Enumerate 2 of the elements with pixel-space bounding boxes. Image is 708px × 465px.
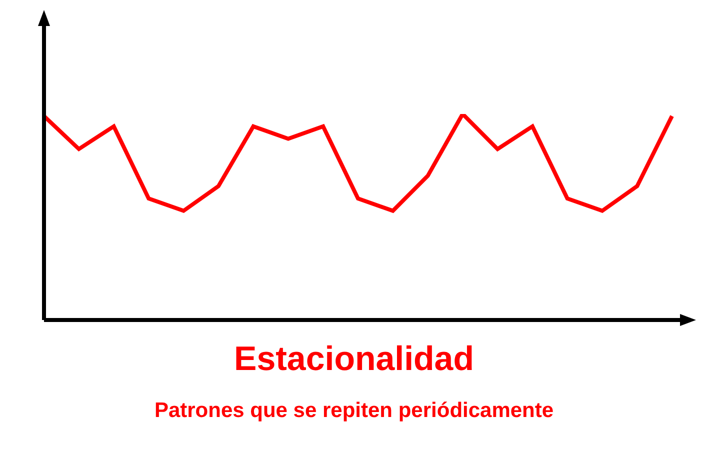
text: Patrones que se repiten periódicamente <box>153 399 555 423</box>
text: Estacionalidad <box>233 340 475 379</box>
